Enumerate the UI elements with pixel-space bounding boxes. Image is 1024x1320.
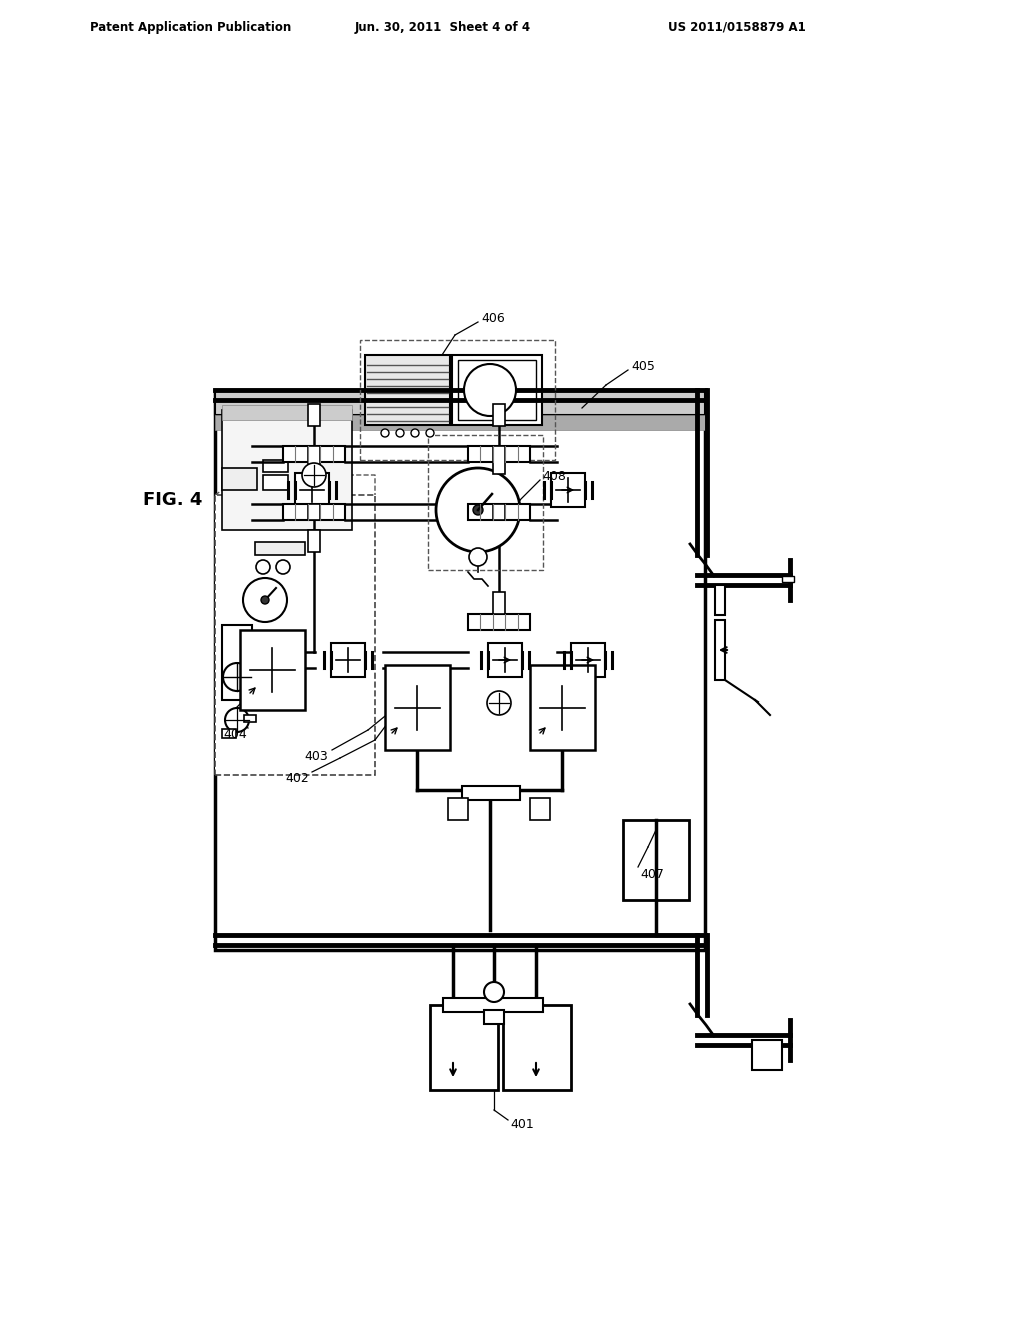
Bar <box>428 436 543 570</box>
Bar <box>308 404 319 426</box>
Bar <box>488 643 522 677</box>
Bar <box>365 355 450 425</box>
Bar <box>430 1005 498 1090</box>
Bar <box>493 504 505 520</box>
Circle shape <box>261 597 269 605</box>
Bar <box>244 715 256 722</box>
Bar <box>458 360 536 420</box>
Circle shape <box>436 469 520 552</box>
Text: Patent Application Publication: Patent Application Publication <box>90 21 291 33</box>
Bar <box>551 473 585 507</box>
Bar <box>283 446 345 462</box>
Bar <box>215 389 705 414</box>
Bar <box>255 543 305 554</box>
Bar <box>308 504 319 520</box>
Circle shape <box>381 429 389 437</box>
Circle shape <box>473 506 483 515</box>
Circle shape <box>464 364 516 416</box>
Text: 404: 404 <box>223 729 247 742</box>
Text: 407: 407 <box>640 869 664 882</box>
Bar <box>215 495 375 775</box>
Circle shape <box>243 578 287 622</box>
Bar <box>468 446 530 462</box>
Bar <box>493 404 505 426</box>
Text: 402: 402 <box>286 771 309 784</box>
Bar <box>493 591 505 614</box>
Bar <box>530 799 550 820</box>
Bar <box>283 504 345 520</box>
Bar <box>443 998 543 1012</box>
Bar <box>484 1010 504 1024</box>
Circle shape <box>396 429 404 437</box>
Circle shape <box>256 560 270 574</box>
Circle shape <box>223 663 251 690</box>
Text: Jun. 30, 2011  Sheet 4 of 4: Jun. 30, 2011 Sheet 4 of 4 <box>355 21 531 33</box>
Text: 401: 401 <box>510 1118 534 1130</box>
Circle shape <box>302 463 326 487</box>
Circle shape <box>487 690 511 715</box>
Circle shape <box>225 708 249 733</box>
Bar <box>385 665 450 750</box>
Text: 405: 405 <box>631 360 655 374</box>
Bar <box>782 576 794 582</box>
Bar <box>215 414 705 430</box>
Circle shape <box>469 548 487 566</box>
Circle shape <box>276 560 290 574</box>
Bar <box>468 504 530 520</box>
Bar <box>222 405 352 420</box>
Bar <box>222 469 257 490</box>
Bar <box>295 473 329 507</box>
Bar <box>752 1040 782 1071</box>
Bar <box>222 729 236 738</box>
Bar <box>240 630 305 710</box>
Bar <box>571 643 605 677</box>
Text: 408: 408 <box>542 470 566 483</box>
Bar <box>503 1005 571 1090</box>
Bar <box>215 389 705 950</box>
Bar <box>623 820 689 900</box>
Text: US 2011/0158879 A1: US 2011/0158879 A1 <box>668 21 806 33</box>
Bar <box>715 620 725 680</box>
Bar <box>530 665 595 750</box>
Bar <box>449 799 468 820</box>
Bar <box>308 531 319 552</box>
Text: 406: 406 <box>481 313 505 326</box>
Bar <box>468 614 530 630</box>
Bar <box>462 785 520 800</box>
Text: FIG. 4: FIG. 4 <box>143 491 203 510</box>
Bar <box>308 446 319 474</box>
Text: 403: 403 <box>304 751 328 763</box>
Bar <box>222 624 252 700</box>
Bar <box>360 341 555 459</box>
Circle shape <box>484 982 504 1002</box>
Bar <box>493 446 505 474</box>
Bar <box>331 643 365 677</box>
Bar <box>222 411 352 531</box>
Bar <box>452 355 542 425</box>
Bar <box>263 459 288 473</box>
Bar <box>715 585 725 615</box>
Circle shape <box>411 429 419 437</box>
Bar <box>263 475 288 490</box>
Circle shape <box>426 429 434 437</box>
